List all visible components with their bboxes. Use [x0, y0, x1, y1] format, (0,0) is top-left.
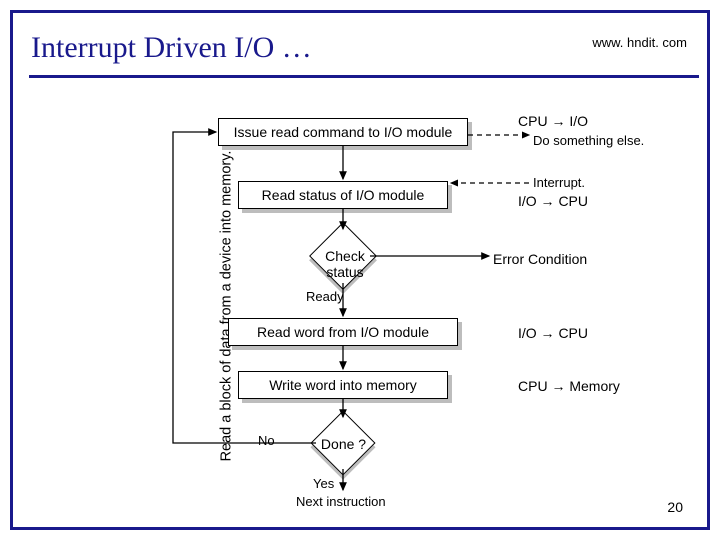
box-read-status-text: Read status of I/O module: [262, 187, 425, 203]
label-io-to-cpu-1: I/O → CPU: [518, 193, 588, 209]
label-no: No: [258, 433, 275, 448]
diamond-done-text: Done ?: [311, 436, 376, 452]
box-read-status: Read status of I/O module: [238, 181, 448, 209]
vertical-caption: Read a block of data from a device into …: [218, 151, 234, 462]
label-cpu-to-io: CPU → I/O: [518, 113, 588, 129]
box-issue-read: Issue read command to I/O module: [218, 118, 468, 146]
label-ready: Ready: [306, 289, 344, 304]
diamond-check-status-text: Check status: [305, 248, 385, 280]
slide-frame: Interrupt Driven I/O … www. hndit. com 2…: [10, 10, 710, 530]
label-do-something-else: Do something else.: [533, 133, 644, 148]
box-write-word: Write word into memory: [238, 371, 448, 399]
source-url: www. hndit. com: [592, 35, 687, 50]
label-yes: Yes: [313, 476, 334, 491]
slide-title: Interrupt Driven I/O …: [31, 31, 312, 65]
label-error-condition: Error Condition: [493, 251, 587, 267]
box-read-word: Read word from I/O module: [228, 318, 458, 346]
box-issue-read-text: Issue read command to I/O module: [234, 124, 453, 140]
label-interrupt: Interrupt.: [533, 175, 585, 190]
page-number: 20: [667, 499, 683, 515]
label-next-instruction: Next instruction: [296, 494, 386, 509]
title-rule: [29, 75, 699, 78]
box-read-word-text: Read word from I/O module: [257, 324, 429, 340]
box-write-word-text: Write word into memory: [269, 377, 417, 393]
label-io-to-cpu-2: I/O → CPU: [518, 325, 588, 341]
label-cpu-to-memory: CPU → Memory: [518, 378, 620, 394]
